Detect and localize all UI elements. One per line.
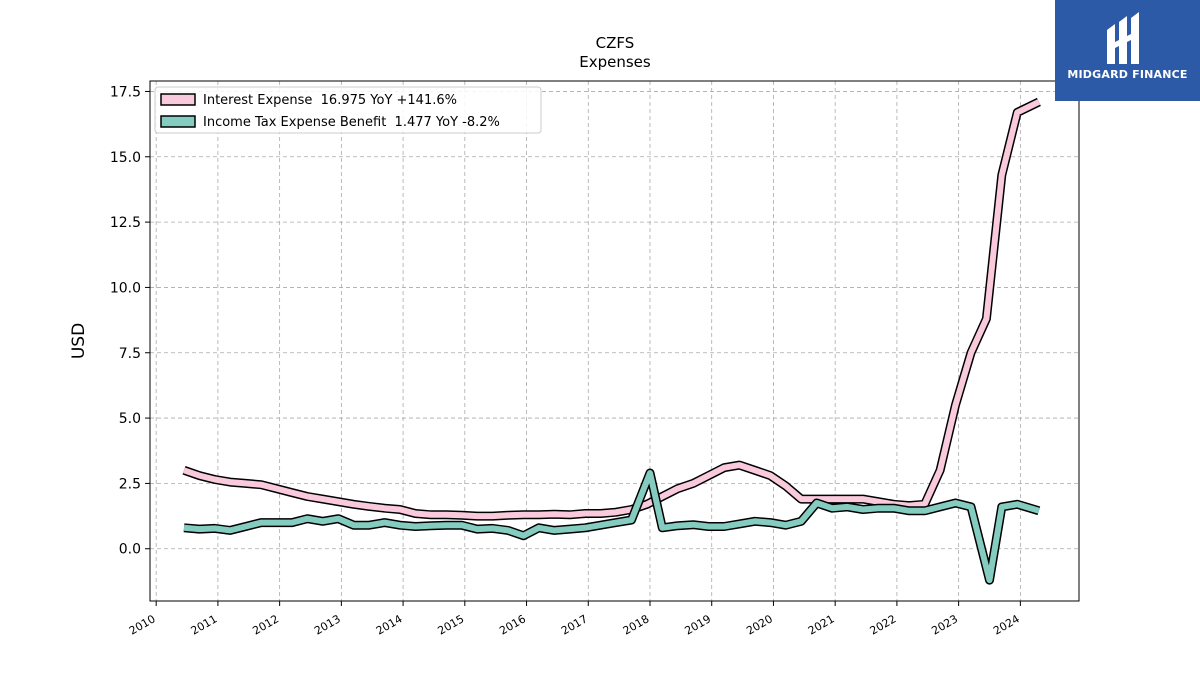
y-axis-label: USD — [69, 323, 89, 359]
y-tick-label: 10.0 — [110, 280, 141, 296]
x-tick-label: 2016 — [497, 612, 528, 637]
series-line-income-tax-expense-benefit — [183, 470, 1040, 584]
grid-lines — [150, 81, 1079, 601]
y-tick-label: 0.0 — [119, 542, 141, 558]
plot-frame — [149, 80, 1080, 602]
brand-name: MIDGARD FINANCE — [1067, 68, 1188, 81]
x-tick-label: 2013 — [312, 612, 343, 637]
x-tick-label: 2021 — [806, 612, 837, 637]
legend: Interest Expense 16.975 YoY +141.6% Inco… — [154, 86, 542, 134]
series-line-interest-expense — [183, 99, 1041, 520]
x-tick-label: 2024 — [991, 612, 1022, 637]
chart-subtitle: Expenses — [579, 53, 651, 71]
x-tick-label: 2015 — [436, 612, 467, 637]
x-tick-label: 2023 — [929, 612, 960, 637]
legend-label-interest-expense: Interest Expense 16.975 YoY +141.6% — [203, 93, 457, 108]
x-tick-label: 2022 — [868, 612, 899, 637]
y-tick-label: 12.5 — [110, 215, 141, 231]
y-tick-label: 2.5 — [119, 476, 141, 492]
brand-logo: MIDGARD FINANCE — [1055, 0, 1200, 101]
legend-swatch-interest-expense — [160, 93, 196, 106]
y-tick-label: 17.5 — [110, 84, 141, 100]
x-tick-label: 2012 — [250, 612, 281, 637]
x-tick-label: 2018 — [621, 612, 652, 637]
x-tick-label: 2020 — [744, 612, 775, 637]
legend-box — [154, 86, 542, 134]
y-tick-label: 15.0 — [110, 150, 141, 166]
x-tick-label: 2011 — [189, 612, 220, 637]
series-lines — [182, 97, 1041, 585]
chart-title: CZFS — [596, 34, 635, 52]
axis-ticks: 0.0 2.5 5.0 7.5 10.0 12.5 15.0 17.5 2010 2011 2012… — [110, 84, 1022, 637]
series-outline-interest-expense — [182, 97, 1041, 521]
x-tick-label: 2019 — [682, 612, 713, 637]
x-tick-label: 2017 — [559, 612, 590, 637]
midgard-logo-icon — [1107, 12, 1139, 64]
y-tick-label: 5.0 — [119, 411, 141, 427]
legend-swatch-income-tax — [160, 115, 196, 128]
x-tick-label: 2014 — [374, 612, 405, 637]
legend-label-income-tax: Income Tax Expense Benefit 1.477 YoY -8.… — [203, 115, 500, 130]
x-tick-label: 2010 — [127, 612, 158, 637]
y-tick-label: 7.5 — [119, 346, 141, 362]
series-outline-income-tax-expense-benefit — [183, 468, 1041, 585]
